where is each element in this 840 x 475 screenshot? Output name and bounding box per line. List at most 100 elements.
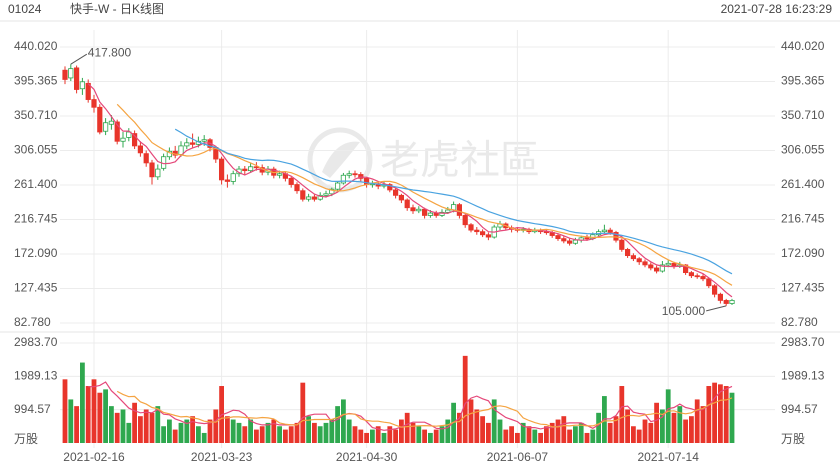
volume-bar [503, 429, 509, 443]
volume-bar [375, 426, 381, 443]
unit-label: 万股 [14, 432, 38, 446]
volume-bar [561, 416, 567, 443]
candle-body [242, 168, 248, 172]
candle-body [636, 258, 642, 263]
volume-bar [364, 432, 369, 443]
min-pointer [706, 305, 727, 312]
candle-body [201, 139, 207, 142]
y-tick-label-right: 440.020 [781, 39, 825, 53]
y-tick-label: 440.020 [14, 39, 58, 53]
volume-bar [497, 419, 503, 443]
volume-bar [259, 426, 265, 443]
volume-bar [155, 406, 161, 443]
candle-body [392, 189, 399, 196]
candle-body [630, 255, 637, 260]
candle-body [439, 211, 445, 216]
candle-body [137, 145, 143, 154]
volume-bar [184, 419, 190, 443]
candle-body [184, 142, 190, 147]
candle-body [363, 177, 370, 185]
y-tick-label-right: 350.710 [781, 108, 825, 122]
ma-line [116, 390, 733, 428]
y-tick-label: 127.435 [14, 281, 58, 295]
volume-bar [120, 409, 126, 443]
volume-bar [283, 429, 288, 443]
candle-body [421, 208, 428, 216]
volume-bar [300, 382, 306, 443]
ma-line [88, 381, 733, 431]
y-tick-label-right: 82.780 [781, 315, 818, 329]
volume-bar [114, 412, 120, 443]
volume-bar [491, 399, 497, 443]
volume-bar [578, 422, 584, 443]
volume-bar [636, 429, 642, 443]
candle-body [700, 276, 706, 280]
candle-body [103, 122, 109, 132]
x-tick-label: 2021-06-07 [487, 450, 549, 464]
candle-body [688, 272, 695, 277]
volume-bar [352, 426, 358, 443]
candle-body [485, 234, 492, 238]
candle-body [311, 196, 318, 200]
volume-bar [346, 419, 352, 443]
volume-bar [143, 409, 149, 443]
candle-body [346, 173, 352, 176]
volume-bar [480, 416, 485, 443]
candle-body [85, 82, 91, 100]
candle-body [131, 133, 138, 147]
volume-bar [399, 419, 404, 443]
volume-bar [74, 406, 79, 443]
volume-bar [381, 432, 387, 443]
volume-bar [422, 429, 427, 443]
y-tick-label-right: 306.055 [781, 143, 825, 157]
volume-bar [555, 419, 561, 443]
candle-body [648, 264, 654, 269]
volume-bar [712, 382, 717, 443]
candle-body [642, 261, 648, 266]
candle-body [317, 194, 323, 200]
volume-bar [729, 392, 735, 443]
candle-body [68, 68, 74, 79]
candle-body [398, 194, 405, 201]
volume-bar [393, 429, 398, 443]
candle-body [247, 166, 254, 172]
y-tick-label: 350.710 [14, 108, 58, 122]
candle-body [294, 184, 300, 192]
volume-bar [236, 422, 242, 443]
volume-bar [335, 406, 340, 443]
volume-bar [190, 416, 195, 443]
volume-bar [683, 419, 688, 443]
candle-body [178, 145, 184, 155]
volume-bar [68, 399, 74, 443]
candle-body [584, 237, 590, 240]
timestamp: 2021-07-28 16:23:29 [721, 2, 833, 16]
candle-body [462, 215, 468, 226]
volume-bar [85, 386, 91, 443]
volume-bar [642, 419, 648, 443]
candle-body [230, 173, 236, 182]
volume-bar [700, 406, 706, 443]
volume-bar [225, 416, 230, 443]
volume-bar [439, 426, 445, 443]
y-tick-label: 216.745 [14, 212, 58, 226]
candle-body [300, 190, 306, 200]
candle-body [288, 177, 294, 185]
y-tick-label: 261.400 [14, 177, 58, 191]
candle-body [613, 232, 619, 241]
candle-body [572, 239, 579, 244]
volume-bar [590, 429, 596, 443]
candle-body [166, 150, 172, 158]
candle-body [607, 229, 613, 233]
candle-body [416, 208, 422, 212]
x-tick-label: 2021-04-30 [336, 450, 398, 464]
y-tick-label-right: 2983.70 [781, 335, 825, 349]
volume-bar [138, 416, 143, 443]
candle-body [74, 67, 80, 90]
y-tick-label-right: 216.745 [781, 212, 825, 226]
volume-bar [625, 409, 630, 443]
ma-line [87, 83, 733, 298]
volume-bar [329, 419, 335, 443]
volume-bar [573, 426, 578, 443]
